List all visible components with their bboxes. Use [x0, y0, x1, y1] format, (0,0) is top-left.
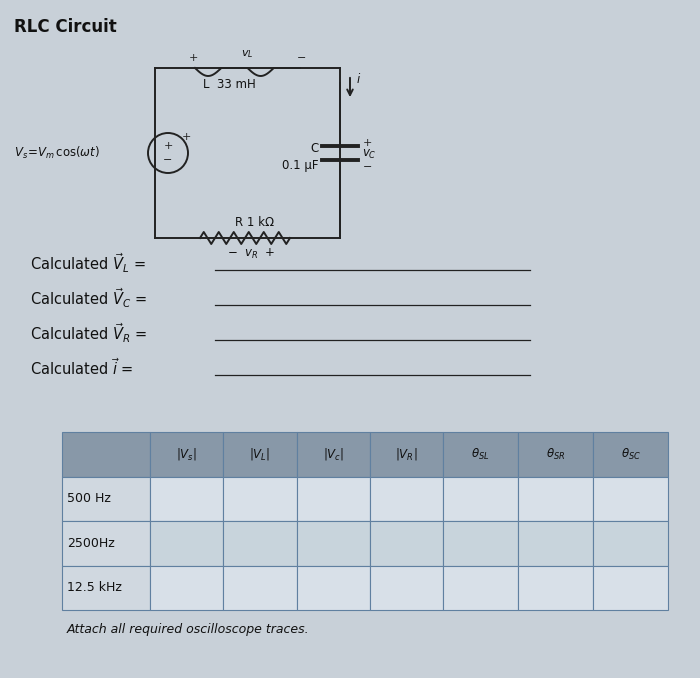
Bar — [62, 432, 150, 477]
Text: −: − — [298, 53, 307, 63]
Bar — [518, 477, 594, 521]
Bar — [297, 565, 370, 610]
Text: Calculated $\vec{i}$ =: Calculated $\vec{i}$ = — [30, 357, 134, 378]
Text: Calculated $\vec{V}_R$ =: Calculated $\vec{V}_R$ = — [30, 321, 147, 345]
Text: −: − — [163, 155, 173, 165]
Text: 500 Hz: 500 Hz — [67, 492, 111, 505]
Text: RLC Circuit: RLC Circuit — [14, 18, 117, 36]
Bar — [443, 521, 518, 565]
Bar — [443, 565, 518, 610]
Text: 2500Hz: 2500Hz — [67, 537, 115, 550]
Text: +: + — [363, 138, 372, 148]
Bar — [370, 477, 443, 521]
Text: $\theta_{SC}$: $\theta_{SC}$ — [621, 447, 640, 462]
Text: 12.5 kHz: 12.5 kHz — [67, 581, 122, 594]
Text: Attach all required oscilloscope traces.: Attach all required oscilloscope traces. — [67, 624, 309, 637]
Text: R 1 kΩ: R 1 kΩ — [235, 216, 274, 228]
Bar — [443, 432, 518, 477]
Text: $V_s\!=\!V_m\,\mathrm{cos}(\omega t)$: $V_s\!=\!V_m\,\mathrm{cos}(\omega t)$ — [14, 145, 100, 161]
Bar — [518, 521, 594, 565]
Text: +: + — [181, 132, 190, 142]
Bar — [150, 477, 223, 521]
Bar — [297, 521, 370, 565]
Bar — [150, 521, 223, 565]
Bar — [297, 477, 370, 521]
Bar — [594, 565, 668, 610]
Text: +: + — [163, 141, 173, 151]
Bar — [594, 432, 668, 477]
Text: L  33 mH: L 33 mH — [203, 77, 256, 90]
Text: 0.1 μF: 0.1 μF — [283, 159, 319, 172]
Text: |$V_L$|: |$V_L$| — [249, 446, 271, 462]
Bar — [594, 477, 668, 521]
Text: C: C — [311, 142, 319, 155]
Text: |$V_s$|: |$V_s$| — [176, 446, 197, 462]
Bar — [223, 477, 297, 521]
Text: $\theta_{SR}$: $\theta_{SR}$ — [546, 447, 566, 462]
Text: Calculated $\vec{V}_C$ =: Calculated $\vec{V}_C$ = — [30, 286, 147, 310]
Bar — [150, 432, 223, 477]
Text: |$V_R$|: |$V_R$| — [395, 446, 418, 462]
Bar — [370, 565, 443, 610]
Text: −: − — [363, 162, 372, 172]
Text: $\theta_{SL}$: $\theta_{SL}$ — [472, 447, 490, 462]
Text: Calculated $\vec{V}_L$ =: Calculated $\vec{V}_L$ = — [30, 252, 146, 275]
Text: $v_L$: $v_L$ — [241, 48, 253, 60]
Bar — [62, 565, 150, 610]
Bar — [62, 521, 150, 565]
Text: +: + — [188, 53, 197, 63]
Text: |$V_c$|: |$V_c$| — [323, 446, 344, 462]
Bar — [443, 477, 518, 521]
Text: $i$: $i$ — [356, 72, 361, 86]
Text: $v_C$: $v_C$ — [362, 147, 377, 161]
Bar — [297, 432, 370, 477]
Bar — [223, 432, 297, 477]
Bar — [150, 565, 223, 610]
Bar — [518, 565, 594, 610]
Text: −  $v_R$  +: − $v_R$ + — [227, 247, 275, 261]
Bar — [370, 521, 443, 565]
Bar — [594, 521, 668, 565]
Bar — [223, 565, 297, 610]
Bar — [518, 432, 594, 477]
Bar — [370, 432, 443, 477]
Bar — [62, 477, 150, 521]
Bar — [223, 521, 297, 565]
